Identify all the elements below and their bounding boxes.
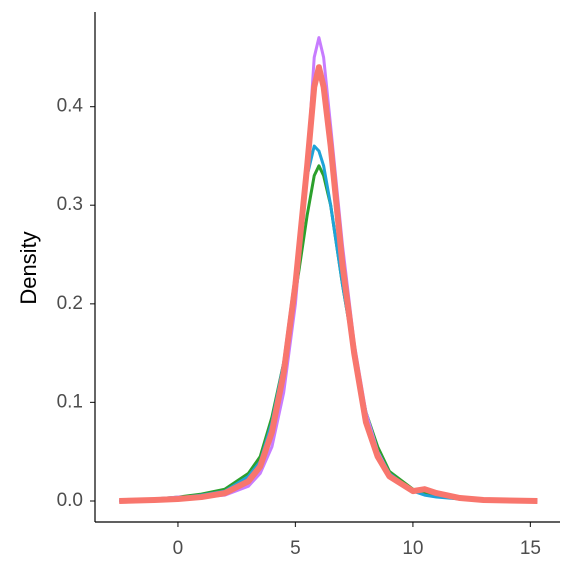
x-tick-label: 15 [520,538,541,559]
y-tick-label: 0.2 [57,293,83,314]
y-tick-label: 0.3 [57,194,83,215]
y-tick-label: 0.0 [57,490,83,511]
y-tick-label: 0.4 [57,96,84,117]
density-line [119,144,538,503]
y-tick-label: 0.1 [57,391,83,412]
y-axis-label: Density [16,231,41,304]
density-line [119,164,538,503]
x-tick-label: 0 [173,538,184,559]
x-tick-label: 5 [290,538,301,559]
x-tick-label: 10 [402,538,423,559]
density-line [119,64,538,504]
